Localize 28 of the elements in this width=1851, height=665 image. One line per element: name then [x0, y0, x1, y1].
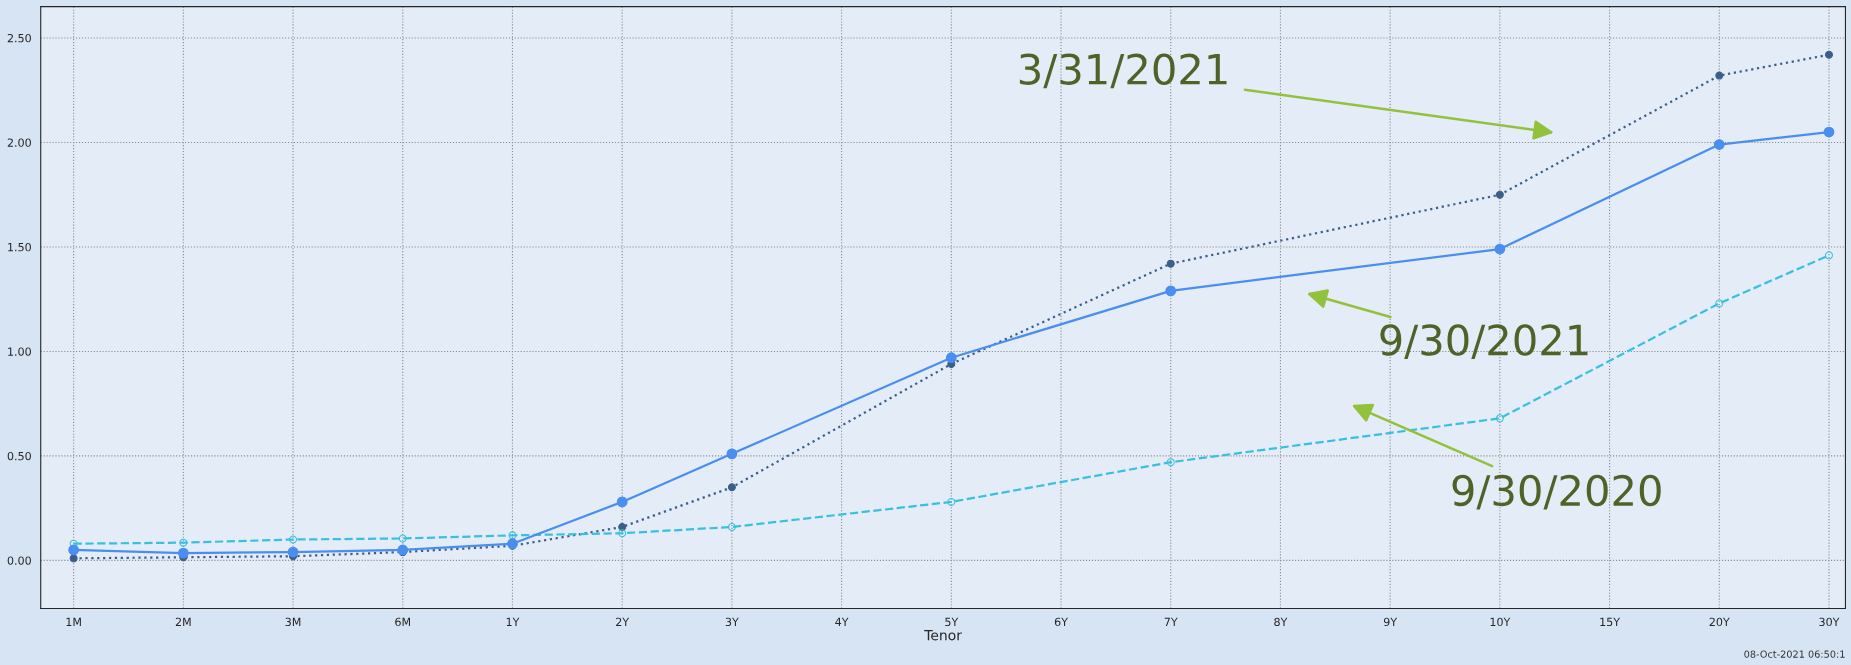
- x-tick-label: 6Y: [1054, 617, 1068, 627]
- x-tick-label: 6M: [395, 617, 411, 627]
- annotation: 9/30/2021: [1380, 324, 1588, 360]
- y-tick-label: 2.50: [7, 33, 31, 43]
- y-tick-label: 1.50: [8, 242, 31, 252]
- x-tick-label: 4Y: [835, 617, 849, 626]
- x-tick-label: 1M: [66, 617, 81, 626]
- x-tick-label: 15Y: [1600, 617, 1621, 627]
- x-tick-label: 20Y: [1709, 617, 1730, 627]
- x-tick-label: 7Y: [1164, 617, 1178, 626]
- x-tick-label: 3Y: [725, 617, 739, 627]
- x-tick-label: 1Y: [506, 617, 520, 626]
- text: 08-Oct-2021 06:50:1: [1744, 650, 1845, 658]
- y-tick-label: 0.00: [7, 556, 31, 565]
- x-tick-label: 2M: [175, 617, 191, 626]
- y-tick-label: 1.00: [8, 347, 31, 356]
- x-tick-label: 10Y: [1490, 617, 1511, 627]
- x-tick-label: 5Y: [945, 617, 959, 627]
- annotation: 9/30/2020: [1452, 474, 1661, 510]
- annotation: 3/31/2021: [1019, 53, 1227, 89]
- y-tick-label: 2.00: [7, 138, 31, 147]
- x-tick-label: 30Y: [1819, 617, 1840, 627]
- x-tick-label: 8Y: [1274, 617, 1288, 627]
- x-tick-label: 2Y: [616, 617, 630, 626]
- x-tick-label: 3M: [285, 617, 301, 627]
- x-axis-title: Tenor: [924, 630, 962, 641]
- x-tick-label: 9Y: [1383, 617, 1398, 627]
- y-tick-label: 0.50: [7, 451, 31, 461]
